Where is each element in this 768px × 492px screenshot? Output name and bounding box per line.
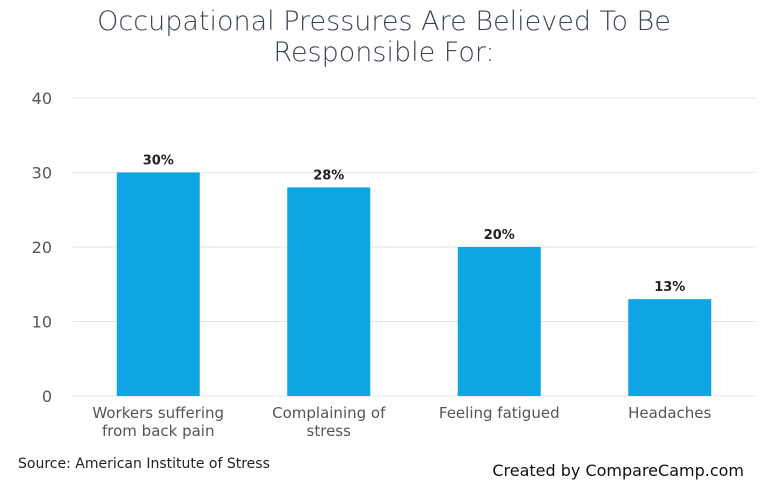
credit-note: Created by CompareCamp.com — [492, 461, 744, 480]
x-tick-label-3: Headaches — [628, 404, 711, 422]
x-tick-label-1-line-0: Complaining of — [272, 404, 386, 422]
source-note: Source: American Institute of Stress — [18, 456, 270, 472]
x-tick-label-3-line-0: Headaches — [628, 404, 711, 422]
x-tick-label-0-line-1: from back pain — [102, 422, 214, 440]
data-label-2: 20% — [484, 228, 515, 243]
bar-0 — [116, 172, 200, 396]
data-label-0: 30% — [143, 154, 174, 169]
chart-title-line-2: Responsible For: — [273, 37, 495, 68]
y-tick-label-0: 0 — [42, 387, 52, 406]
data-label-3: 13% — [654, 280, 685, 295]
bar-1 — [287, 187, 371, 396]
chart-title: Occupational Pressures Are Believed To B… — [0, 6, 768, 68]
bar-2 — [457, 247, 541, 396]
y-tick-label-20: 20 — [32, 238, 52, 257]
x-tick-label-0-line-0: Workers suffering — [92, 404, 224, 422]
bar-3 — [628, 299, 712, 396]
x-tick-label-0: Workers suffering from back pain — [92, 404, 224, 440]
y-tick-label-40: 40 — [32, 89, 52, 108]
x-tick-label-1-line-1: stress — [307, 422, 352, 440]
x-tick-label-2: Feeling fatigued — [439, 404, 560, 422]
chart-title-line-1: Occupational Pressures Are Believed To B… — [97, 6, 671, 37]
x-tick-label-1: Complaining of stress — [272, 404, 386, 440]
y-tick-label-10: 10 — [32, 313, 52, 332]
y-tick-label-30: 30 — [32, 164, 52, 183]
data-label-1: 28% — [313, 168, 344, 183]
x-tick-label-2-line-0: Feeling fatigued — [439, 404, 560, 422]
